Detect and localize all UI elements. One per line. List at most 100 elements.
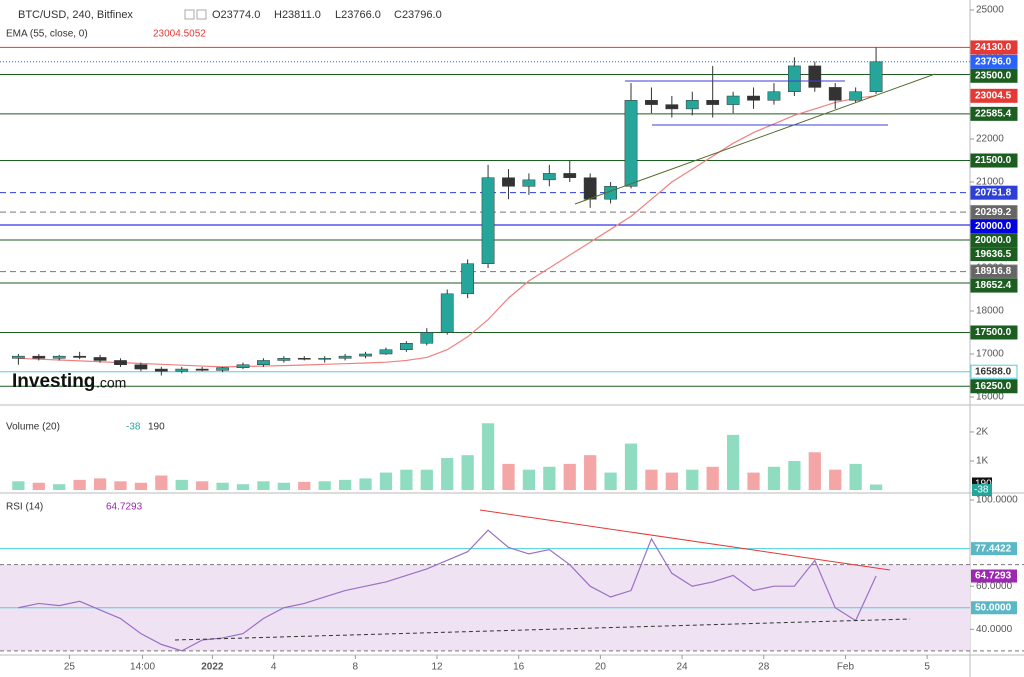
candle-body bbox=[318, 358, 332, 360]
volume-bar bbox=[114, 481, 127, 490]
level-label-bg bbox=[970, 364, 1018, 379]
level-label-bg bbox=[970, 106, 1018, 121]
level-label: 21500.0 bbox=[975, 155, 1012, 166]
x-tick-label: 12 bbox=[431, 662, 443, 673]
x-tick-label: 16 bbox=[513, 662, 525, 673]
volume-bar bbox=[298, 481, 311, 490]
candle-body bbox=[93, 357, 107, 361]
x-tick-label: 4 bbox=[271, 662, 277, 673]
y-tick-label: 21000 bbox=[976, 177, 1004, 188]
candle-body bbox=[685, 100, 699, 110]
level-label-bg bbox=[970, 185, 1018, 200]
volume-bar bbox=[543, 466, 556, 490]
level-label-bg bbox=[971, 569, 1017, 583]
x-tick-label: Feb bbox=[837, 662, 855, 673]
candle-body bbox=[154, 368, 168, 372]
candle-body bbox=[808, 65, 822, 88]
icon[interactable] bbox=[196, 9, 207, 20]
level-label-bg bbox=[971, 542, 1017, 556]
volume-bar bbox=[277, 482, 290, 490]
ohlc-high: H23811.0 bbox=[274, 9, 321, 21]
icon[interactable] bbox=[184, 9, 195, 20]
volume-bar bbox=[441, 458, 454, 490]
candle-body bbox=[359, 353, 372, 357]
x-tick-label: 25 bbox=[64, 662, 76, 673]
candle-body bbox=[400, 343, 413, 350]
candle-body bbox=[665, 104, 679, 110]
y-tick-label: 100.0000 bbox=[976, 495, 1018, 506]
y-tick-label: 25000 bbox=[976, 5, 1004, 16]
volume-bar bbox=[73, 479, 86, 490]
symbol: BTC/USD, 240, Bitfinex bbox=[18, 9, 133, 21]
level-label-bg bbox=[970, 68, 1018, 83]
volume-bar bbox=[665, 472, 678, 490]
level-label: 64.7293 bbox=[975, 571, 1012, 582]
volume-bar bbox=[236, 484, 250, 490]
candle-body bbox=[563, 173, 577, 178]
candle-body bbox=[522, 179, 536, 187]
level-label-bg bbox=[970, 54, 1018, 69]
volume-readout: -38 bbox=[126, 422, 141, 433]
ohlc-low: L23766.0 bbox=[335, 9, 381, 21]
y-tick-label: 1K bbox=[976, 456, 989, 467]
rsi-trend bbox=[174, 618, 911, 641]
candle-body bbox=[440, 293, 454, 333]
volume-bar bbox=[604, 472, 617, 490]
volume-bar bbox=[196, 481, 209, 490]
candle-body bbox=[338, 355, 352, 359]
volume-bar bbox=[420, 469, 433, 490]
ohlc-close: C23796.0 bbox=[394, 9, 442, 21]
volume-bar bbox=[216, 482, 229, 490]
rsi-title: RSI (14) bbox=[6, 502, 43, 513]
volume-title: Volume (20) bbox=[6, 422, 60, 433]
level-label: 77.4422 bbox=[975, 543, 1012, 554]
x-tick-label: 20 bbox=[595, 662, 607, 673]
candle-body bbox=[502, 177, 515, 187]
level-label: 20000.0 bbox=[975, 235, 1012, 246]
level-label: 18652.4 bbox=[975, 280, 1012, 291]
x-tick-label: 2022 bbox=[201, 662, 224, 673]
level-label-bg bbox=[970, 219, 1018, 234]
level-label: 23500.0 bbox=[975, 70, 1012, 81]
volume-bar bbox=[767, 466, 781, 490]
candle-body bbox=[236, 364, 250, 369]
candle-body bbox=[583, 177, 597, 200]
candle-body bbox=[114, 360, 127, 366]
trend-line bbox=[574, 73, 936, 205]
volume-bar bbox=[829, 469, 842, 490]
level-label-bg bbox=[970, 40, 1018, 55]
level-label: 23004.5 bbox=[975, 90, 1012, 101]
volume-bar bbox=[624, 443, 638, 490]
y-tick-label: 2K bbox=[976, 427, 989, 438]
ohlc-open: O23774.0 bbox=[212, 9, 260, 21]
level-label-bg bbox=[970, 325, 1018, 340]
volume-bar bbox=[522, 469, 536, 490]
volume-bar bbox=[502, 463, 515, 490]
candle-body bbox=[134, 364, 148, 370]
candle-body bbox=[726, 95, 740, 105]
watermark: Investing bbox=[12, 371, 95, 392]
candle-body bbox=[706, 100, 720, 105]
volume-bar bbox=[563, 463, 576, 490]
rsi-line bbox=[18, 529, 877, 652]
candle-body bbox=[297, 358, 311, 360]
y-tick-label: 40.0000 bbox=[976, 624, 1013, 635]
volume-bar bbox=[849, 463, 862, 490]
volume-bar bbox=[379, 472, 393, 490]
candle-body bbox=[542, 173, 556, 181]
y-tick-label: 16000 bbox=[976, 392, 1004, 403]
level-label-bg bbox=[970, 88, 1018, 103]
candle-body bbox=[257, 360, 270, 366]
candle-body bbox=[828, 87, 842, 101]
drawings bbox=[174, 73, 936, 641]
level-label-bg bbox=[970, 153, 1018, 168]
ema-line bbox=[18, 95, 877, 368]
candle-body bbox=[379, 349, 393, 355]
level-label: 19636.5 bbox=[975, 249, 1012, 260]
ema-value: 23004.5052 bbox=[153, 29, 206, 40]
candle-body bbox=[175, 368, 189, 372]
level-label-bg bbox=[970, 379, 1018, 394]
volume-bar bbox=[747, 472, 760, 490]
